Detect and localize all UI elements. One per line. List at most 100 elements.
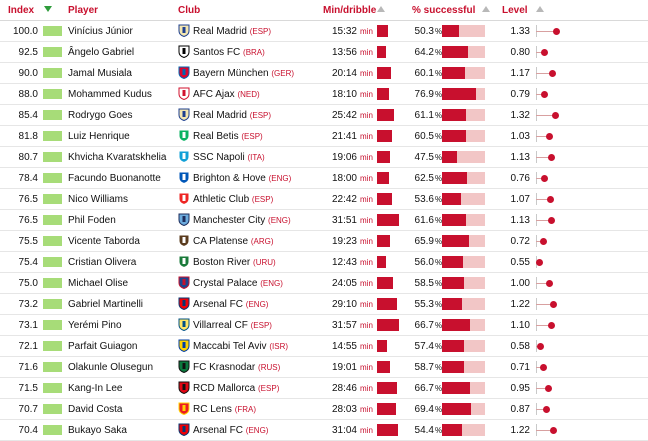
level-value: 1.13 bbox=[510, 215, 530, 226]
player-name[interactable]: David Costa bbox=[68, 404, 123, 415]
club-name[interactable]: Bayern München (GER) bbox=[193, 68, 294, 79]
club-name[interactable]: Real Madrid (ESP) bbox=[193, 110, 271, 121]
min-per-dribble: 31:57 bbox=[331, 320, 357, 331]
player-name[interactable]: Vicente Taborda bbox=[68, 236, 140, 247]
club-label: CA Platense bbox=[193, 236, 249, 247]
min-unit: min bbox=[360, 174, 373, 183]
club-name[interactable]: Manchester City (ENG) bbox=[193, 215, 291, 226]
table-row[interactable]: 75.5 Vicente Taborda CA Platense (ARG) 19:2… bbox=[0, 231, 648, 252]
player-name[interactable]: Bukayo Saka bbox=[68, 425, 127, 436]
table-row[interactable]: 100.0 Vinícius Júnior Real Madrid (ESP) 15:… bbox=[0, 21, 648, 42]
min-per-dribble: 29:10 bbox=[331, 299, 357, 310]
sort-asc-icon[interactable] bbox=[377, 6, 385, 12]
table-row[interactable]: 70.7 David Costa RC Lens (FRA) 28:03 min 69.4… bbox=[0, 399, 648, 420]
player-name[interactable]: Luiz Henrique bbox=[68, 131, 130, 142]
table-row[interactable]: 73.1 Yerémi Pino Villarreal CF (ESP) 31:57 m… bbox=[0, 315, 648, 336]
header-club[interactable]: Club bbox=[178, 5, 201, 16]
club-name[interactable]: Santos FC (BRA) bbox=[193, 47, 265, 58]
pct-bar bbox=[442, 193, 461, 205]
country-code: (FRA) bbox=[234, 405, 257, 414]
sort-asc-icon[interactable] bbox=[536, 6, 544, 12]
player-name[interactable]: Michael Olise bbox=[68, 278, 129, 289]
mallorca-crest-icon bbox=[178, 381, 190, 394]
table-header: Index Player Club Min/dribble % successf… bbox=[0, 0, 648, 21]
table-row[interactable]: 90.0 Jamal Musiala Bayern München (GER) 20:… bbox=[0, 63, 648, 84]
sort-asc-icon[interactable] bbox=[482, 6, 490, 12]
table-row[interactable]: 75.4 Cristian Olivera Boston River (URU) 12… bbox=[0, 252, 648, 273]
level-value: 1.22 bbox=[510, 425, 530, 436]
player-name[interactable]: Parfait Guiagon bbox=[68, 341, 138, 352]
pct-successful: 50.3 bbox=[414, 26, 434, 37]
table-row[interactable]: 81.8 Luiz Henrique Real Betis (ESP) 21:41 mi… bbox=[0, 126, 648, 147]
player-name[interactable]: Olakunle Olusegun bbox=[68, 362, 154, 373]
table-row[interactable]: 92.5 Ângelo Gabriel Santos FC (BRA) 13:56 mi… bbox=[0, 42, 648, 63]
pct-unit: % bbox=[435, 258, 443, 267]
table-row[interactable]: 76.5 Phil Foden Manchester City (ENG) 31:51… bbox=[0, 210, 648, 231]
player-name[interactable]: Mohammed Kudus bbox=[68, 89, 152, 100]
club-name[interactable]: Brighton & Hove (ENG) bbox=[193, 173, 291, 184]
table-row[interactable]: 70.4 Bukayo Saka Arsenal FC (ENG) 31:04 min 5… bbox=[0, 420, 648, 441]
min-unit: min bbox=[360, 300, 373, 309]
table-row[interactable]: 76.5 Nico Williams Athletic Club (ESP) 22:4… bbox=[0, 189, 648, 210]
player-name[interactable]: Rodrygo Goes bbox=[68, 110, 133, 121]
club-label: Real Madrid bbox=[193, 26, 247, 37]
min-per-dribble-bar bbox=[377, 382, 397, 394]
pct-successful: 69.4 bbox=[414, 404, 434, 415]
index-value: 88.0 bbox=[18, 89, 38, 100]
club-name[interactable]: Athletic Club (ESP) bbox=[193, 194, 273, 205]
pct-bar bbox=[442, 130, 466, 142]
min-per-dribble: 31:51 bbox=[331, 215, 357, 226]
table-row[interactable]: 71.5 Kang-In Lee RCD Mallorca (ESP) 28:46 mi… bbox=[0, 378, 648, 399]
player-name[interactable]: Phil Foden bbox=[68, 215, 116, 226]
player-name[interactable]: Vinícius Júnior bbox=[68, 26, 133, 37]
table-row[interactable]: 80.7 Khvicha Kvaratskhelia SSC Napoli (ITA… bbox=[0, 147, 648, 168]
table-row[interactable]: 88.0 Mohammed Kudus AFC Ajax (NED) 18:10 min… bbox=[0, 84, 648, 105]
player-name[interactable]: Gabriel Martinelli bbox=[68, 299, 144, 310]
min-unit: min bbox=[360, 426, 373, 435]
player-name[interactable]: Cristian Olivera bbox=[68, 257, 137, 268]
index-bar bbox=[43, 131, 62, 141]
table-row[interactable]: 73.2 Gabriel Martinelli Arsenal FC (ENG) 29… bbox=[0, 294, 648, 315]
club-name[interactable]: SSC Napoli (ITA) bbox=[193, 152, 265, 163]
lens-crest-icon bbox=[178, 402, 190, 415]
player-name[interactable]: Facundo Buonanotte bbox=[68, 173, 161, 184]
pct-successful: 60.5 bbox=[414, 131, 434, 142]
club-name[interactable]: Maccabi Tel Aviv (ISR) bbox=[193, 341, 288, 352]
table-row[interactable]: 85.4 Rodrygo Goes Real Madrid (ESP) 25:42 mi… bbox=[0, 105, 648, 126]
club-name[interactable]: Boston River (URU) bbox=[193, 257, 276, 268]
club-name[interactable]: Crystal Palace (ENG) bbox=[193, 278, 283, 289]
club-name[interactable]: Arsenal FC (ENG) bbox=[193, 299, 268, 310]
header-pct-successful[interactable]: % successful bbox=[412, 5, 476, 16]
club-name[interactable]: RC Lens (FRA) bbox=[193, 404, 256, 415]
header-min-dribble[interactable]: Min/dribble bbox=[323, 5, 377, 16]
header-index[interactable]: Index bbox=[8, 5, 35, 16]
player-name[interactable]: Jamal Musiala bbox=[68, 68, 132, 79]
pct-unit: % bbox=[435, 342, 443, 351]
table-row[interactable]: 78.4 Facundo Buonanotte Brighton & Hove (E… bbox=[0, 168, 648, 189]
min-per-dribble-bar bbox=[377, 277, 393, 289]
min-unit: min bbox=[360, 111, 373, 120]
header-player[interactable]: Player bbox=[68, 5, 99, 16]
sort-desc-icon[interactable] bbox=[44, 6, 52, 12]
header-level[interactable]: Level bbox=[502, 5, 528, 16]
player-name[interactable]: Ângelo Gabriel bbox=[68, 47, 135, 58]
club-name[interactable]: CA Platense (ARG) bbox=[193, 236, 274, 247]
table-row[interactable]: 75.0 Michael Olise Crystal Palace (ENG) 24:… bbox=[0, 273, 648, 294]
club-name[interactable]: FC Krasnodar (RUS) bbox=[193, 362, 280, 373]
min-unit: min bbox=[360, 405, 373, 414]
player-name[interactable]: Khvicha Kvaratskhelia bbox=[68, 152, 167, 163]
club-name[interactable]: Villarreal CF (ESP) bbox=[193, 320, 272, 331]
player-name[interactable]: Yerémi Pino bbox=[68, 320, 122, 331]
club-name[interactable]: Real Betis (ESP) bbox=[193, 131, 263, 142]
club-name[interactable]: AFC Ajax (NED) bbox=[193, 89, 260, 100]
level-line bbox=[536, 157, 551, 158]
club-name[interactable]: RCD Mallorca (ESP) bbox=[193, 383, 279, 394]
club-name[interactable]: Real Madrid (ESP) bbox=[193, 26, 271, 37]
club-name[interactable]: Arsenal FC (ENG) bbox=[193, 425, 268, 436]
pct-successful: 66.7 bbox=[414, 320, 434, 331]
table-row[interactable]: 72.1 Parfait Guiagon Maccabi Tel Aviv (ISR… bbox=[0, 336, 648, 357]
table-row[interactable]: 71.6 Olakunle Olusegun FC Krasnodar (RUS) 1… bbox=[0, 357, 648, 378]
player-name[interactable]: Nico Williams bbox=[68, 194, 128, 205]
pct-bar bbox=[442, 256, 463, 268]
player-name[interactable]: Kang-In Lee bbox=[68, 383, 123, 394]
